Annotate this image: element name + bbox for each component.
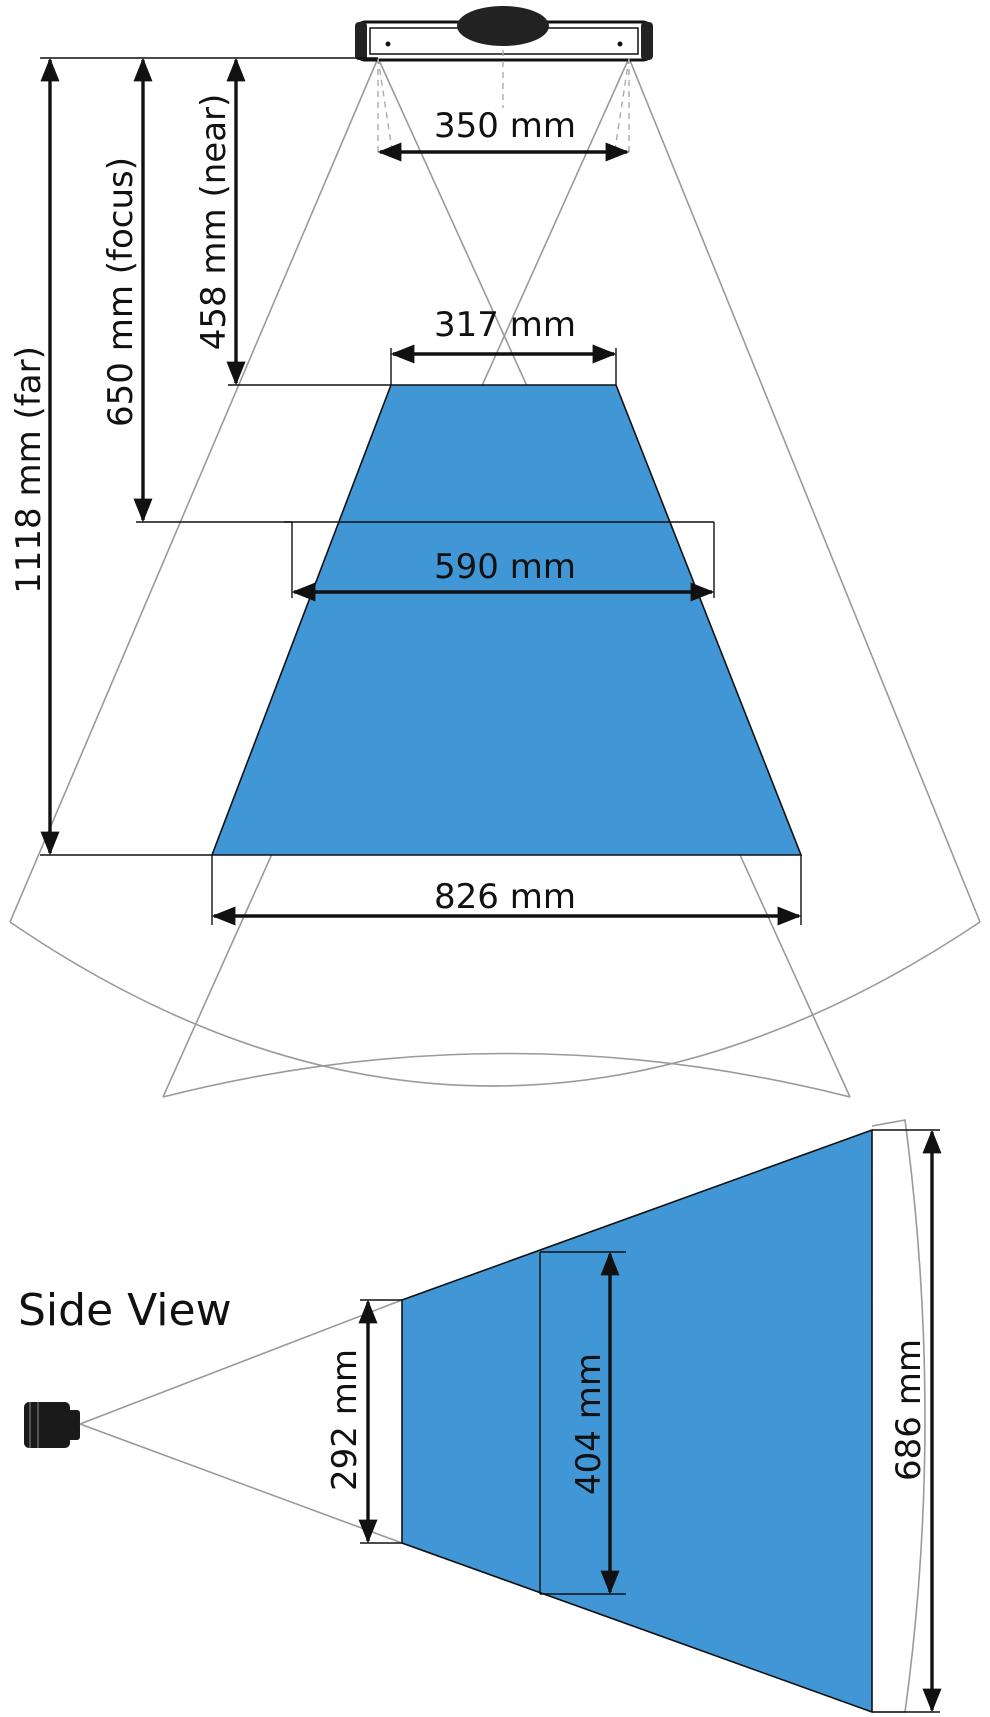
side-focus-height-label: 404 mm — [569, 1353, 609, 1495]
top-view: 350 mm 317 mm 590 mm 826 mm 458 mm (near… — [9, 6, 981, 1098]
sensor-angle-left — [377, 57, 393, 151]
side-far-height-label: 686 mm — [889, 1339, 929, 1481]
far-distance-label: 1118 mm (far) — [9, 346, 49, 594]
side-view-title: Side View — [18, 1285, 232, 1336]
focus-width-label: 590 mm — [434, 547, 576, 587]
far-width-label: 826 mm — [434, 877, 576, 917]
side-near-height-label: 292 mm — [325, 1349, 365, 1491]
outer-fan-guides — [9, 57, 981, 1087]
camera-side-icon — [24, 1402, 80, 1448]
far-arc — [9, 921, 981, 1087]
sensor-top-icon — [355, 6, 653, 62]
inner-arc — [162, 1052, 851, 1098]
side-field-area — [401, 1128, 873, 1714]
side-view: Side View 292 mm 404 mm 686 mm — [18, 1119, 942, 1714]
near-width-label: 317 mm — [434, 305, 576, 345]
sensor-width-label: 350 mm — [434, 106, 576, 146]
near-distance-label: 458 mm (near) — [194, 94, 234, 351]
side-ray-bottom — [79, 1423, 403, 1544]
side-ray-top — [79, 1299, 403, 1425]
ray-left-far — [9, 57, 379, 923]
focus-distance-label: 650 mm (focus) — [101, 157, 141, 427]
sensor-angle-right — [614, 57, 630, 151]
ray-right-far — [628, 57, 981, 923]
field-of-view-area — [210, 384, 803, 856]
